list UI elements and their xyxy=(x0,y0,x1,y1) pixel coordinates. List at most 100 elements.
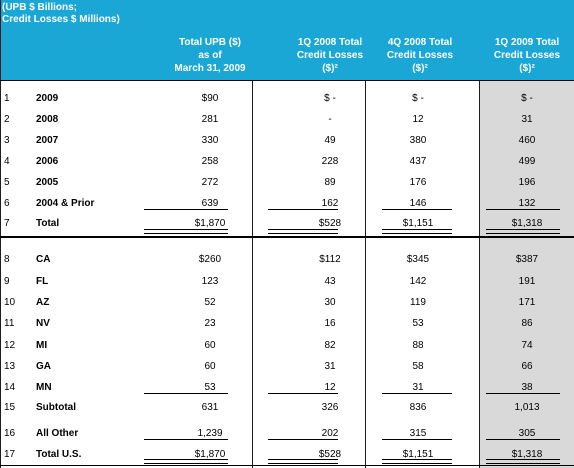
header-1q2008-line: 1Q 2008 Total xyxy=(297,37,363,48)
cell-4q2008-losses: 836 xyxy=(409,402,427,413)
cell-1q2008-losses: 12 xyxy=(324,382,336,393)
cell-1q2009-losses: 132 xyxy=(518,198,536,209)
row-number: 15 xyxy=(4,402,16,413)
cell-total-upb: 53 xyxy=(204,382,216,393)
cell-total-upb: 52 xyxy=(204,297,216,308)
cell-4q2008-losses: 142 xyxy=(409,276,427,287)
header-total-upb: Total UPB ($) as of March 31, 2009 xyxy=(140,36,280,75)
row-label: 2004 & Prior xyxy=(36,198,95,209)
row-label: AZ xyxy=(36,297,50,308)
subtotal-underline xyxy=(268,439,338,440)
subtotal-underline xyxy=(268,393,338,394)
row-number: 8 xyxy=(4,254,10,265)
row-label: 2006 xyxy=(36,156,59,167)
cell-1q2008-losses: $112 xyxy=(319,254,341,265)
cell-4q2008-losses: 437 xyxy=(409,156,427,167)
header-total-upb-line: Total UPB ($) xyxy=(178,37,242,48)
table-row: 2 2008 281 - 12 31 xyxy=(0,110,574,132)
row-number: 2 xyxy=(4,114,10,125)
row-number: 17 xyxy=(4,449,16,460)
total-double-underline xyxy=(382,229,452,234)
cell-1q2009-losses: 499 xyxy=(518,156,536,167)
row-label: CA xyxy=(36,254,51,265)
row-number: 6 xyxy=(4,198,10,209)
table-row: 17 Total U.S. $1,870 $528 $1,151 $1,318 xyxy=(0,445,574,467)
cell-4q2008-losses: 58 xyxy=(412,361,424,372)
units-note: (UPB $ Billions; Credit Losses $ Million… xyxy=(2,2,152,26)
cell-4q2008-losses: 380 xyxy=(409,135,427,146)
table-row: 6 2004 & Prior 639 162 146 132 xyxy=(0,194,574,216)
table-header: (UPB $ Billions; Credit Losses $ Million… xyxy=(0,0,574,80)
units-line-1: (UPB $ Billions; xyxy=(2,2,78,13)
section-divider-rule xyxy=(0,236,574,238)
table-row: 15 Subtotal 631 326 836 1,013 xyxy=(0,398,574,420)
total-double-underline xyxy=(268,459,338,464)
cell-1q2009-losses: 74 xyxy=(521,340,533,351)
table-row: 7 Total $1,870 $528 $1,151 $1,318 xyxy=(0,214,574,236)
row-number: 4 xyxy=(4,156,10,167)
cell-1q2008-losses: 89 xyxy=(324,177,336,188)
cell-1q2008-losses: 228 xyxy=(321,156,339,167)
cell-total-upb: 281 xyxy=(201,114,219,125)
header-4q2008-line: 4Q 2008 Total xyxy=(387,37,453,48)
cell-total-upb: 639 xyxy=(201,198,219,209)
header-bottom-rule xyxy=(0,80,574,81)
cell-total-upb: $1,870 xyxy=(194,449,226,460)
row-label: MN xyxy=(36,382,52,393)
row-number: 16 xyxy=(4,428,16,439)
cell-4q2008-losses: $345 xyxy=(406,254,430,265)
row-number: 7 xyxy=(4,218,10,229)
cell-1q2009-losses: $387 xyxy=(515,254,539,265)
header-1q2009: 1Q 2009 Total Credit Losses ($)² xyxy=(480,36,574,75)
cell-total-upb: 272 xyxy=(201,177,219,188)
row-number: 11 xyxy=(4,318,15,329)
row-label: Total U.S. xyxy=(36,449,82,460)
header-1q2008-line: Credit Losses xyxy=(296,50,364,61)
cell-1q2008-losses: 326 xyxy=(321,402,339,413)
table-row: 5 2005 272 89 176 196 xyxy=(0,173,574,195)
subtotal-underline xyxy=(382,439,452,440)
column-divider xyxy=(252,80,253,468)
table-row: 9 FL 123 43 142 191 xyxy=(0,272,574,294)
cell-4q2008-losses: 31 xyxy=(412,382,424,393)
header-total-upb-line: as of xyxy=(198,50,222,61)
cell-total-upb: 60 xyxy=(204,340,216,351)
cell-4q2008-losses: 12 xyxy=(412,114,424,125)
cell-4q2008-losses: $ - xyxy=(412,93,424,104)
cell-4q2008-losses: 53 xyxy=(412,318,424,329)
cell-4q2008-losses: 176 xyxy=(409,177,427,188)
cell-4q2008-losses: 119 xyxy=(410,297,426,308)
table-row: 12 MI 60 82 88 74 xyxy=(0,336,574,358)
row-number: 12 xyxy=(4,340,16,351)
cell-1q2008-losses: 202 xyxy=(321,428,339,439)
row-label: FL xyxy=(36,276,49,287)
subtotal-underline xyxy=(382,393,452,394)
cell-4q2008-losses: 315 xyxy=(409,428,427,439)
cell-1q2008-losses: 43 xyxy=(324,276,336,287)
row-label: 2007 xyxy=(36,135,59,146)
table-row: 11 NV 23 16 53 86 xyxy=(0,314,574,336)
column-divider xyxy=(479,80,480,468)
total-double-underline xyxy=(144,459,228,464)
table-left-border xyxy=(0,0,1,468)
subtotal-underline xyxy=(486,209,560,210)
cell-1q2009-losses: 1,013 xyxy=(514,402,540,413)
header-1q2008: 1Q 2008 Total Credit Losses ($)² xyxy=(284,36,376,75)
subtotal-underline xyxy=(144,439,228,440)
total-double-underline xyxy=(382,459,452,464)
cell-1q2008-losses: $528 xyxy=(318,449,342,460)
total-double-underline xyxy=(144,229,228,234)
table-row: 8 CA $260 $112 $345 $387 xyxy=(0,250,574,272)
cell-1q2008-losses: - xyxy=(328,114,332,125)
table-row: 16 All Other 1,239 202 315 305 xyxy=(0,424,574,446)
units-line-2: Credit Losses $ Millions) xyxy=(2,14,120,25)
cell-total-upb: 23 xyxy=(204,318,216,329)
cell-total-upb: $1,870 xyxy=(194,218,226,229)
cell-1q2009-losses: 66 xyxy=(521,361,533,372)
row-number: 10 xyxy=(4,297,16,308)
cell-1q2009-losses: 31 xyxy=(521,114,533,125)
row-label: 2005 xyxy=(36,177,59,188)
row-number: 13 xyxy=(4,361,16,372)
cell-1q2008-losses: 49 xyxy=(324,135,336,146)
cell-1q2009-losses: 38 xyxy=(521,382,533,393)
